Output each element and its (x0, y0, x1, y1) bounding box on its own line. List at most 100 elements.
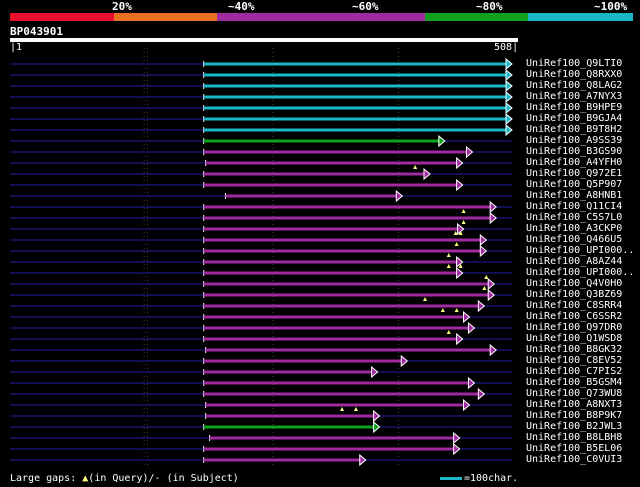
hit-end-arrow (395, 189, 404, 203)
hit-row[interactable] (10, 156, 512, 170)
hit-end-arrow (438, 134, 446, 148)
hit-end-arrow (505, 123, 513, 137)
hit-row[interactable] (10, 189, 512, 203)
hit-row[interactable] (10, 200, 512, 214)
hit-label[interactable]: UniRef100_B5GSM4 (526, 377, 623, 388)
legend-segment (217, 13, 322, 21)
hit-label[interactable]: UniRef100_B2JWL3 (526, 421, 623, 432)
hit-label[interactable]: UniRef100_Q11CI4 (526, 201, 623, 212)
hit-label[interactable]: UniRef100_B8LBH8 (526, 432, 623, 443)
hit-row[interactable] (10, 145, 512, 159)
hit-end-arrow (489, 200, 497, 214)
hit-label[interactable]: UniRef100_A8HNB1 (526, 190, 623, 201)
hit-row[interactable] (10, 101, 513, 115)
identity-legend-bar (10, 13, 633, 21)
hit-row[interactable] (10, 442, 512, 456)
hit-row[interactable] (10, 398, 512, 412)
hit-row[interactable] (10, 242, 512, 258)
hit-row[interactable] (10, 420, 512, 434)
hit-end-arrow (477, 387, 486, 401)
gap-marker-icon (423, 297, 428, 301)
hit-label[interactable]: UniRef100_B5EL06 (526, 443, 623, 454)
hit-row[interactable] (10, 297, 512, 313)
hit-label[interactable]: UniRef100_B3GS90 (526, 146, 623, 157)
in-query-label: (in Query)/ (88, 473, 155, 484)
hit-label[interactable]: UniRef100_B9GJA4 (526, 113, 623, 124)
hit-label[interactable]: UniRef100_A7NYX3 (526, 91, 623, 102)
hit-label[interactable]: UniRef100_Q1WSD8 (526, 333, 623, 344)
hit-label[interactable]: UniRef100_Q3BZ69 (526, 289, 623, 300)
hit-end-arrow (456, 266, 464, 280)
hit-row[interactable] (10, 387, 512, 401)
hit-label[interactable]: UniRef100_Q5P907 (526, 179, 623, 190)
hit-end-arrow (479, 233, 488, 247)
hit-end-arrow (463, 310, 471, 324)
hit-row[interactable] (10, 343, 512, 357)
hit-end-arrow (456, 255, 464, 269)
hit-label[interactable]: UniRef100_C8SRR4 (526, 300, 623, 311)
hit-row[interactable] (10, 264, 512, 280)
hit-label[interactable]: UniRef100_A3CKP0 (526, 223, 623, 234)
hit-row[interactable] (10, 365, 512, 379)
hit-row[interactable] (10, 112, 513, 126)
hit-row[interactable] (10, 431, 512, 445)
hit-row[interactable] (10, 209, 512, 225)
hit-row[interactable] (10, 330, 512, 346)
hit-label[interactable]: UniRef100_Q466U5 (526, 234, 623, 245)
hit-row[interactable] (10, 178, 512, 192)
hit-row[interactable] (10, 68, 513, 82)
hit-row[interactable] (10, 253, 512, 269)
hit-label[interactable]: UniRef100_B9T8H2 (526, 124, 623, 135)
hit-label[interactable]: UniRef100_A8AZ44 (526, 256, 623, 267)
hit-label[interactable]: UniRef100_B8GK32 (526, 344, 623, 355)
hit-label[interactable]: UniRef100_UPI000.. (526, 245, 635, 256)
hit-row[interactable] (10, 275, 512, 291)
ruler-end: 508| (494, 42, 519, 53)
hit-label[interactable]: UniRef100_Q73WU8 (526, 388, 623, 399)
gap-marker-icon (446, 253, 451, 257)
legend-segment (10, 13, 115, 21)
hit-label[interactable]: UniRef100_A9SS39 (526, 135, 623, 146)
gap-marker-icon (461, 209, 466, 213)
hit-row[interactable] (10, 79, 513, 93)
hit-row[interactable] (10, 57, 513, 71)
hit-end-arrow (456, 156, 464, 170)
hit-label[interactable]: UniRef100_B9HPE9 (526, 102, 623, 113)
legend-segment (321, 13, 426, 21)
hit-label[interactable]: UniRef100_C5S7L0 (526, 212, 623, 223)
hit-end-arrow (477, 299, 486, 313)
hit-row[interactable] (10, 376, 512, 390)
hit-row[interactable] (10, 321, 512, 335)
hit-end-arrow (487, 277, 495, 291)
hit-row[interactable] (10, 123, 513, 137)
hit-label[interactable]: UniRef100_Q9LTI0 (526, 58, 623, 69)
hit-row[interactable] (10, 220, 512, 236)
hit-label[interactable]: UniRef100_B8P9K7 (526, 410, 623, 421)
gap-marker-icon (446, 330, 451, 334)
hit-label[interactable]: UniRef100_Q972E1 (526, 168, 623, 179)
hit-end-arrow (479, 244, 488, 258)
hit-label[interactable]: UniRef100_A4YFH0 (526, 157, 623, 168)
hit-row[interactable] (10, 286, 512, 302)
hit-row[interactable] (10, 231, 512, 247)
hit-label[interactable]: UniRef100_Q4V0H0 (526, 278, 623, 289)
hit-row[interactable] (10, 453, 512, 467)
hit-label[interactable]: UniRef100_Q8RXX0 (526, 69, 623, 80)
hit-row[interactable] (10, 165, 512, 181)
hit-row[interactable] (10, 407, 512, 423)
hit-label[interactable]: UniRef100_C6SSR2 (526, 311, 623, 322)
hit-label[interactable]: UniRef100_C7PIS2 (526, 366, 623, 377)
hit-row[interactable] (10, 134, 512, 148)
hit-label[interactable]: UniRef100_Q8LAG2 (526, 80, 623, 91)
hit-label[interactable]: UniRef100_Q97DR0 (526, 322, 623, 333)
hit-row[interactable] (10, 90, 513, 104)
hit-label[interactable]: UniRef100_C8EV52 (526, 355, 623, 366)
hit-row[interactable] (10, 308, 512, 324)
hit-label[interactable]: UniRef100_A8NXT3 (526, 399, 623, 410)
legend-segment (424, 13, 530, 21)
gap-marker-icon (453, 231, 458, 235)
hit-row[interactable] (10, 354, 512, 368)
hit-label[interactable]: UniRef100_UPI000.. (526, 267, 635, 278)
hit-label[interactable]: UniRef100_C0VUI3 (526, 454, 623, 465)
